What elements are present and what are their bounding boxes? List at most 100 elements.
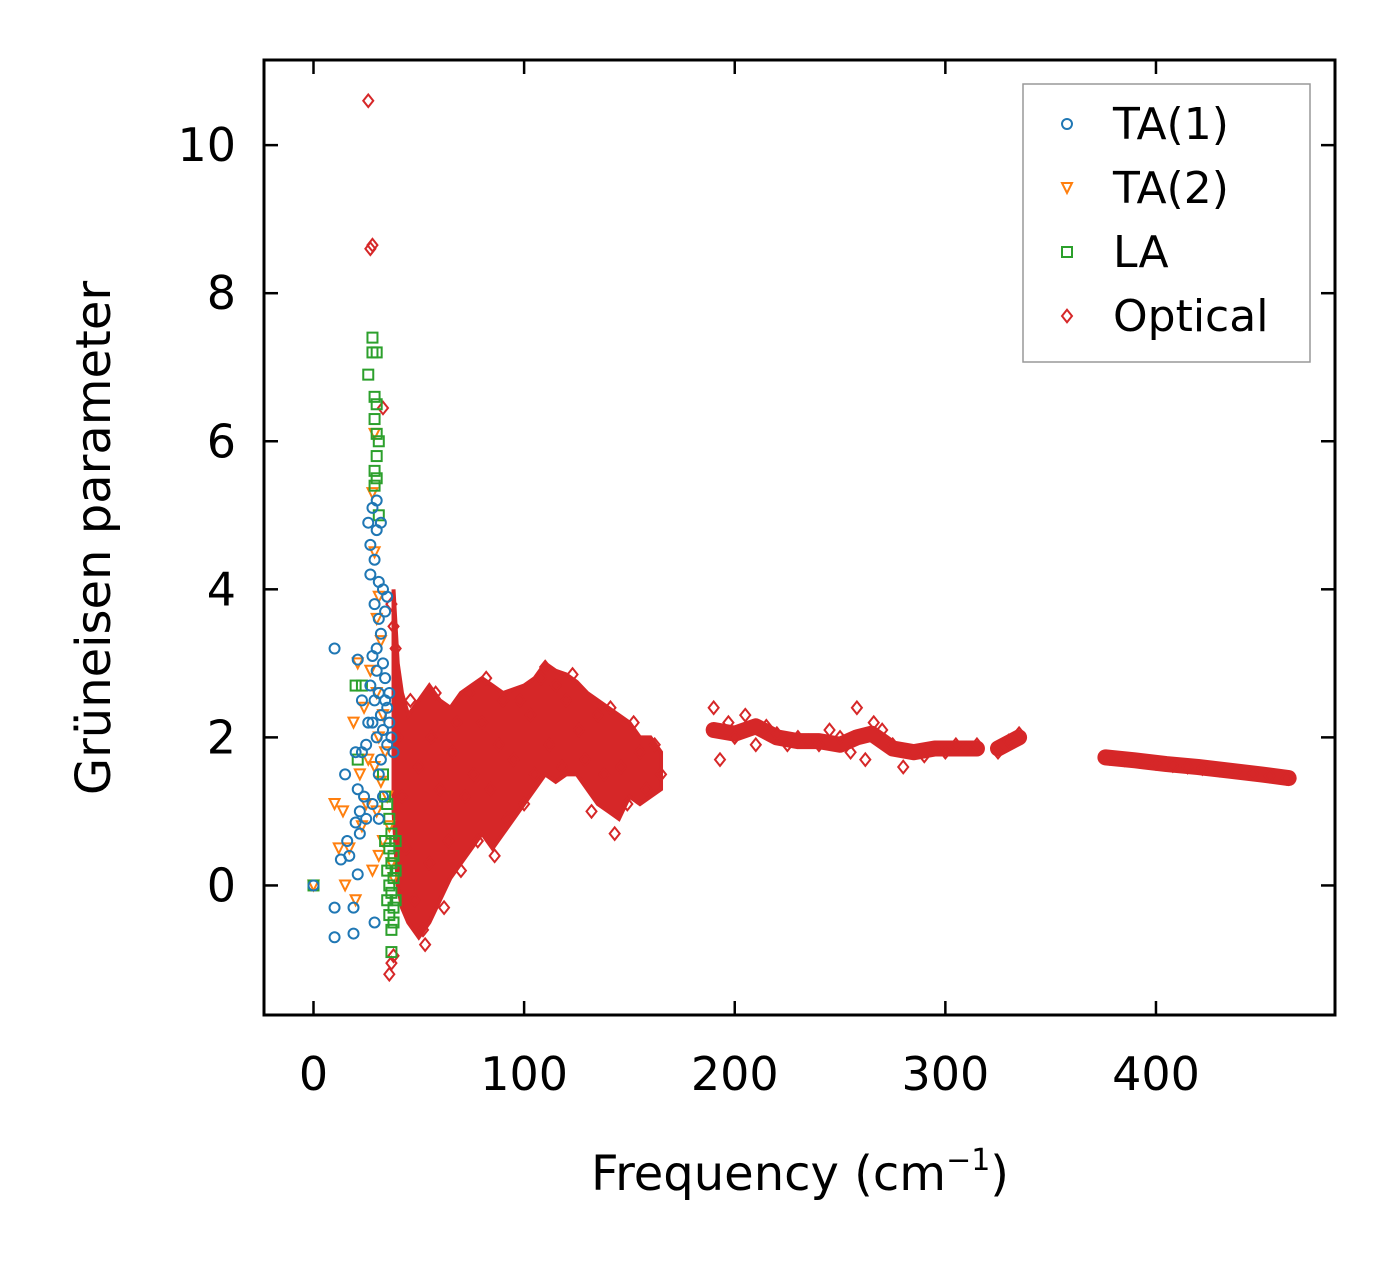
y-axis-label: Grüneisen parameter bbox=[66, 281, 122, 796]
point-ta-2 bbox=[363, 664, 377, 678]
point-ta-1 bbox=[381, 701, 394, 714]
legend-marker bbox=[1060, 182, 1074, 196]
point-optical bbox=[399, 840, 413, 857]
point-optical bbox=[591, 707, 605, 724]
legend-entries: TA(1) TA(2) LA Optical bbox=[1060, 99, 1268, 342]
point-ta-1 bbox=[368, 598, 381, 611]
point-optical bbox=[608, 825, 621, 842]
point-la bbox=[387, 872, 400, 885]
point-optical bbox=[429, 685, 442, 701]
point-optical bbox=[1246, 765, 1260, 782]
point-la bbox=[368, 390, 381, 403]
point-optical bbox=[479, 670, 493, 687]
point-optical bbox=[463, 685, 476, 701]
point-optical bbox=[812, 736, 826, 753]
point-optical bbox=[918, 748, 931, 764]
point-optical bbox=[654, 766, 668, 783]
point-optical bbox=[425, 729, 438, 746]
x-axis-label-main: Frequency (cm bbox=[591, 1146, 946, 1202]
point-ta-1 bbox=[374, 627, 387, 640]
point-ta-2 bbox=[349, 894, 363, 908]
point-la bbox=[387, 849, 400, 862]
point-optical bbox=[454, 862, 468, 879]
point-ta-1 bbox=[387, 746, 400, 759]
point-optical bbox=[1103, 750, 1116, 766]
point-optical bbox=[722, 714, 735, 731]
point-optical bbox=[633, 744, 647, 761]
point-ta-1 bbox=[366, 716, 379, 729]
point-ta-1 bbox=[377, 790, 389, 803]
legend-marker bbox=[1060, 308, 1074, 324]
point-optical bbox=[366, 237, 379, 253]
point-ta-2 bbox=[374, 775, 388, 790]
point-ta-1 bbox=[307, 879, 320, 892]
point-ta-1 bbox=[328, 642, 341, 655]
point-optical bbox=[500, 810, 514, 827]
legend-label: TA(2) bbox=[1112, 163, 1229, 214]
y-tick-label: 0 bbox=[207, 858, 236, 912]
y-tick-label: 4 bbox=[207, 562, 236, 616]
legend-entry: TA(2) bbox=[1060, 163, 1229, 214]
point-la bbox=[389, 835, 402, 848]
point-optical bbox=[760, 718, 773, 735]
point-ta-1 bbox=[368, 553, 381, 566]
point-la bbox=[385, 946, 398, 959]
point-ta-1 bbox=[377, 723, 389, 736]
point-la bbox=[370, 450, 383, 463]
legend-entry: Optical bbox=[1060, 291, 1268, 342]
point-optical bbox=[538, 659, 552, 675]
point-ta-1 bbox=[377, 657, 389, 670]
point-ta-1 bbox=[343, 849, 356, 862]
points-layer bbox=[306, 92, 1293, 983]
legend-label: TA(1) bbox=[1112, 99, 1229, 150]
point-la bbox=[387, 916, 400, 929]
point-optical bbox=[707, 699, 720, 716]
optical-dense-band bbox=[391, 589, 664, 941]
point-optical bbox=[383, 966, 396, 983]
point-ta-1 bbox=[355, 694, 368, 707]
x-tick-label: 0 bbox=[299, 1047, 328, 1101]
point-optical bbox=[627, 714, 640, 731]
point-optical bbox=[471, 833, 485, 849]
point-la bbox=[389, 894, 402, 907]
point-optical bbox=[1132, 753, 1146, 769]
point-ta-2 bbox=[338, 879, 352, 893]
point-optical bbox=[488, 847, 501, 864]
point-optical bbox=[604, 699, 617, 716]
point-optical bbox=[844, 744, 857, 761]
point-optical bbox=[534, 670, 548, 687]
point-optical bbox=[960, 740, 973, 757]
point-optical bbox=[907, 744, 921, 761]
point-optical bbox=[621, 796, 634, 812]
point-optical bbox=[1196, 760, 1209, 777]
point-optical bbox=[781, 736, 794, 753]
point-ta-1 bbox=[370, 642, 383, 655]
point-optical bbox=[566, 666, 579, 683]
point-ta-2 bbox=[327, 798, 342, 812]
point-optical bbox=[555, 759, 569, 775]
point-optical bbox=[1166, 757, 1180, 774]
point-ta-1 bbox=[364, 568, 377, 581]
point-optical bbox=[507, 751, 520, 768]
point-optical bbox=[928, 740, 942, 757]
legend-marker bbox=[1061, 246, 1073, 258]
point-optical bbox=[850, 699, 864, 716]
point-ta-1 bbox=[385, 731, 398, 744]
point-ta-1 bbox=[339, 768, 352, 781]
point-ta-2 bbox=[353, 768, 367, 782]
x-axis-label-sup: −1 bbox=[946, 1143, 990, 1178]
point-la bbox=[389, 864, 402, 877]
point-ta-1 bbox=[362, 716, 375, 729]
point-ta-2 bbox=[346, 716, 361, 730]
point-optical bbox=[1149, 755, 1163, 772]
point-ta-1 bbox=[351, 653, 364, 666]
point-la bbox=[370, 398, 383, 411]
legend-label: Optical bbox=[1113, 291, 1268, 342]
point-optical bbox=[376, 400, 390, 416]
point-ta-1 bbox=[362, 516, 375, 529]
point-la bbox=[368, 479, 381, 492]
point-ta-1 bbox=[364, 538, 377, 551]
point-optical bbox=[991, 744, 1005, 761]
point-ta-1 bbox=[351, 868, 364, 881]
